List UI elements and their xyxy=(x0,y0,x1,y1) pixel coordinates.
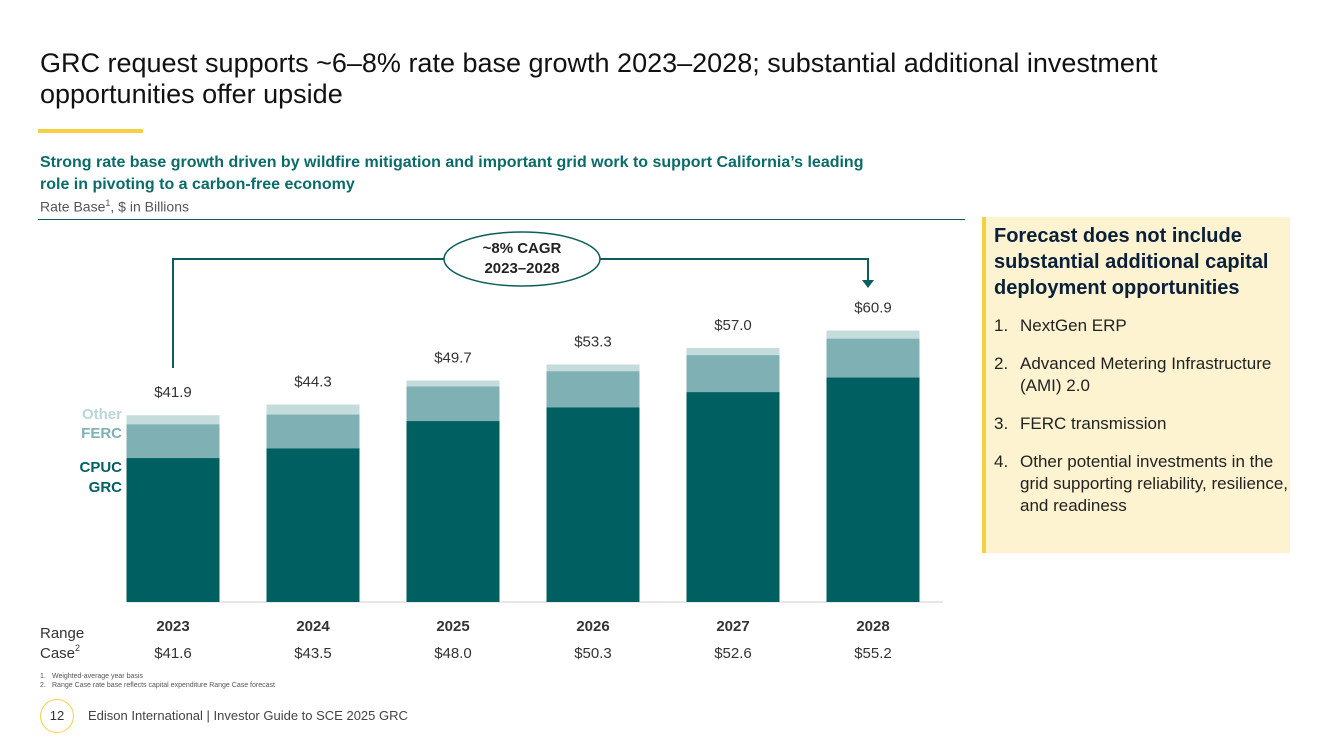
sidebar: Forecast does not include substantial ad… xyxy=(982,217,1290,553)
bar-segment xyxy=(546,407,640,602)
total-label: $57.0 xyxy=(714,317,752,334)
range-case-text: Case xyxy=(40,645,75,662)
bar-segment xyxy=(686,347,780,356)
x-tick-label: 2024 xyxy=(296,618,330,635)
sidebar-heading: Forecast does not include substantial ad… xyxy=(994,225,1269,299)
item-text: Other potential investments in the grid … xyxy=(1020,452,1289,515)
legend-label: CPUC GRC xyxy=(79,459,122,496)
x-tick-label: 2026 xyxy=(576,618,609,635)
range-case-label: Range xyxy=(40,625,84,642)
x-tick-label: 2028 xyxy=(856,618,889,635)
item-text: Advanced Metering Infrastructure (AMI) 2… xyxy=(1020,354,1272,395)
total-label: $60.9 xyxy=(854,300,892,317)
item-number: 4. xyxy=(994,452,1009,471)
bar-segment xyxy=(546,364,640,372)
footnote: 1. Weighted-average year basis xyxy=(40,673,143,680)
sidebar-item: 1. NextGen ERP xyxy=(994,315,1290,337)
item-number: 2. xyxy=(994,354,1009,373)
unit-rest: , $ in Billions xyxy=(110,198,189,215)
footnote-number: 2. xyxy=(40,682,46,689)
total-label: $53.3 xyxy=(574,333,612,350)
range-case-value: $43.5 xyxy=(294,645,332,662)
item-number: 3. xyxy=(994,414,1009,433)
legend-label: FERC xyxy=(81,425,122,442)
bar-segment xyxy=(126,424,220,459)
range-case-value: $55.2 xyxy=(854,645,892,662)
bar-segment xyxy=(126,458,220,602)
unit-note: Rate Base1, $ in Billions xyxy=(40,198,189,215)
range-case-value: $48.0 xyxy=(434,645,472,662)
title: GRC request supports ~6–8% rate base gro… xyxy=(40,48,1158,109)
cagr-label: ~8% CAGR xyxy=(483,240,562,257)
footer-text: Edison International | Investor Guide to… xyxy=(88,708,408,723)
bar-segment xyxy=(406,421,500,602)
x-tick-label: 2023 xyxy=(156,618,189,635)
footnote: 2. Range Case rate base reflects capital … xyxy=(40,682,275,689)
bar-segment xyxy=(266,414,360,449)
title-underline xyxy=(38,129,143,133)
range-case-sup: 2 xyxy=(75,643,80,653)
subtitle: Strong rate base growth driven by wildfi… xyxy=(40,154,864,193)
x-tick-label: 2027 xyxy=(716,618,749,635)
legend-label: Other xyxy=(81,406,122,423)
bar-segment xyxy=(686,355,780,393)
cagr-arrow xyxy=(862,280,874,288)
cagr-ellipse xyxy=(443,231,601,287)
divider xyxy=(38,219,965,220)
bar-segment xyxy=(406,386,500,422)
cagr-label: 2023–2028 xyxy=(484,260,559,277)
unit-sup: 1 xyxy=(105,198,111,208)
unit-text: Rate Base xyxy=(40,198,106,215)
bar-segment xyxy=(686,392,780,602)
footnote-text: Range Case rate base reflects capital ex… xyxy=(52,682,275,689)
bar-segment xyxy=(126,415,220,425)
item-text: FERC transmission xyxy=(1020,414,1167,433)
bar-segment xyxy=(266,404,360,415)
bar-segment xyxy=(266,448,360,602)
bar-segment xyxy=(546,371,640,408)
range-case-value: $41.6 xyxy=(154,645,192,662)
cagr-connector xyxy=(172,258,445,368)
bar-segment xyxy=(826,338,920,378)
total-label: $49.7 xyxy=(434,349,472,366)
footnote-text: Weighted-average year basis xyxy=(52,673,143,680)
sidebar-list: 1. NextGen ERP 2. Advanced Metering Infrast… xyxy=(994,315,1290,517)
sidebar-item: 4. Other potential investments in the gri… xyxy=(994,451,1290,517)
range-case-value: $50.3 xyxy=(574,645,612,662)
sidebar-item: 3. FERC transmission xyxy=(994,413,1290,435)
range-case-label: Case2 xyxy=(40,643,80,662)
x-tick-label: 2025 xyxy=(436,618,469,635)
total-label: $41.9 xyxy=(154,384,192,401)
bar-segment xyxy=(826,377,920,602)
sidebar-item: 2. Advanced Metering Infrastructure (AMI)… xyxy=(994,353,1290,397)
range-case-value: $52.6 xyxy=(714,645,752,662)
item-text: NextGen ERP xyxy=(1020,316,1127,335)
item-number: 1. xyxy=(994,316,1009,335)
total-label: $44.3 xyxy=(294,374,332,391)
footnote-number: 1. xyxy=(40,673,46,680)
bar-segment xyxy=(406,380,500,387)
cagr-connector xyxy=(600,258,869,282)
page-number: 12 xyxy=(40,699,74,733)
bar-segment xyxy=(826,330,920,339)
